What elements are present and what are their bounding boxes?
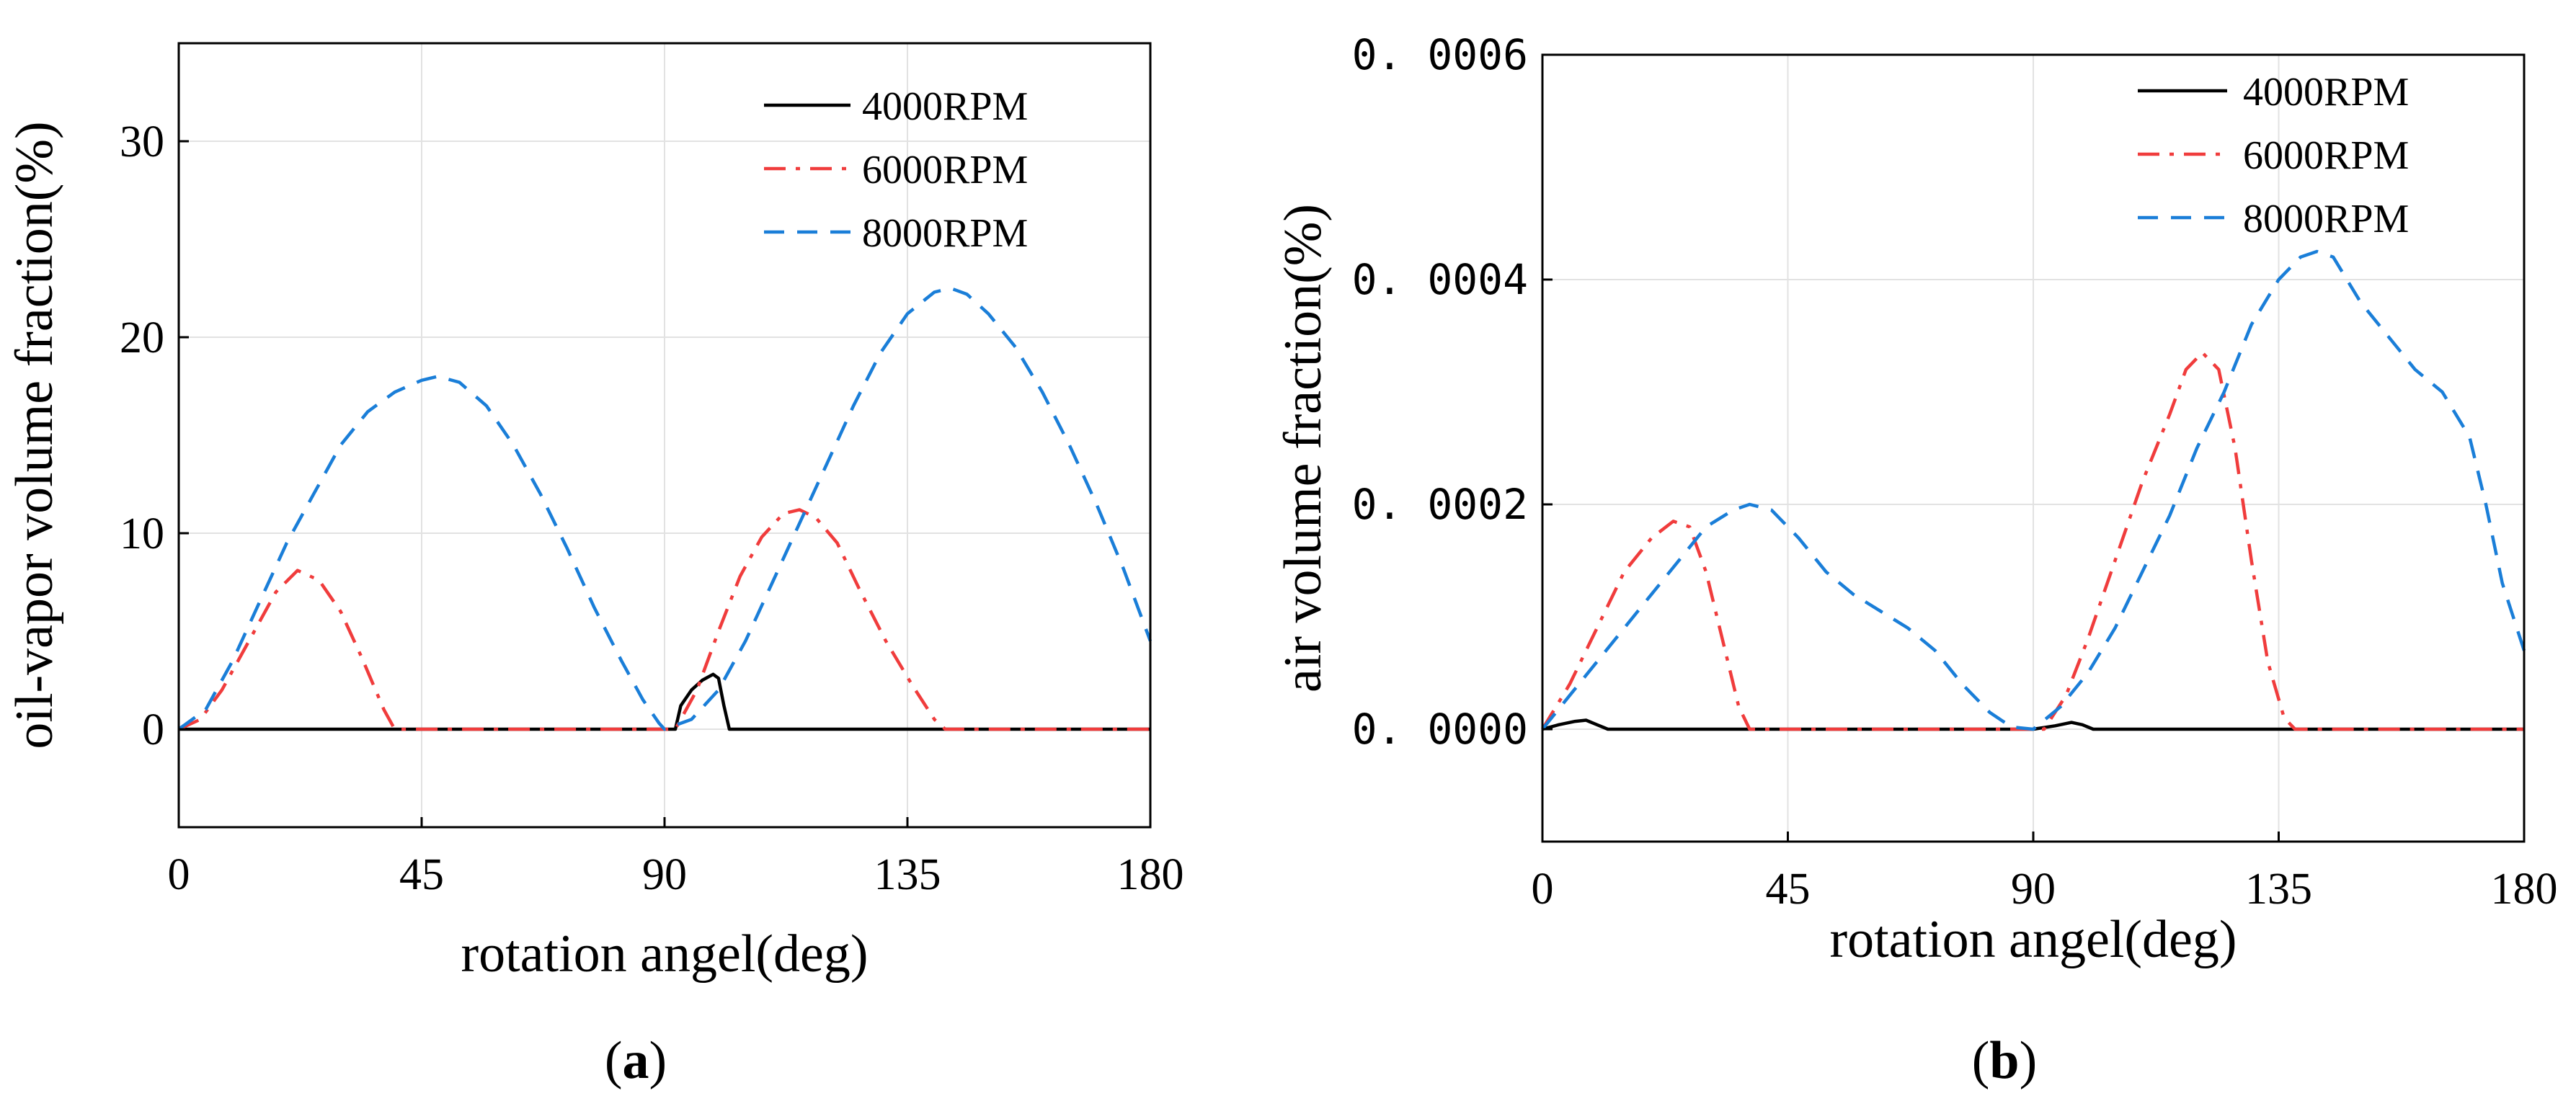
x-tick-label: 90: [2011, 865, 2056, 914]
legend-label: 4000RPM: [2243, 70, 2409, 115]
panel-label: (b): [1972, 1031, 2037, 1090]
y-axis-label: oil-vapor volume fraction(%): [5, 121, 64, 749]
chart-panel-a: 0 45 90 135 180 0 10 20 30 rotation angel(deg) oil…: [5, 42, 1184, 1090]
x-tick-label: 135: [874, 850, 941, 899]
x-tick-label: 45: [399, 850, 444, 899]
series-line-6000rpm: [178, 508, 1150, 731]
x-tick-label: 90: [642, 850, 687, 899]
series-line-8000rpm: [1541, 249, 2526, 731]
y-tick-label: 0. 0006: [1352, 30, 1528, 79]
series-line-4000rpm: [179, 672, 1150, 731]
y-tick-label: 20: [120, 313, 164, 362]
panel-label: (a): [605, 1031, 667, 1090]
y-tick-label: 0. 0004: [1352, 255, 1528, 304]
legend: 4000RPM 6000RPM 8000RPM: [764, 84, 1028, 256]
x-axis-label: rotation angel(deg): [1829, 910, 2237, 969]
legend-label: 8000RPM: [2243, 197, 2409, 241]
x-tick-label: 0: [168, 850, 190, 899]
legend-label: 6000RPM: [2243, 133, 2409, 178]
series-line-4000rpm: [1542, 718, 2524, 731]
y-tick-label: 10: [120, 509, 164, 558]
y-tick-label: 0: [142, 705, 164, 754]
x-tick-label: 180: [1117, 850, 1184, 899]
x-tick-label: 135: [2245, 865, 2312, 914]
y-axis-label: air volume fraction(%): [1274, 204, 1333, 692]
legend-label: 6000RPM: [862, 148, 1028, 192]
x-tick-label: 45: [1766, 865, 1811, 914]
y-tick-label: 30: [120, 117, 164, 166]
chart-panel-b: 0 45 90 135 180 0. 0000 0. 0002 0. 0004 0. 0006 r…: [1274, 30, 2558, 1090]
x-tick-label: 0: [1532, 865, 1554, 914]
legend: 4000RPM 6000RPM 8000RPM: [2138, 70, 2409, 241]
y-tick-label: 0. 0002: [1352, 480, 1528, 529]
series-group: [177, 286, 1152, 731]
series-group: [1541, 249, 2526, 731]
legend-label: 8000RPM: [862, 211, 1028, 256]
series-line-8000rpm: [177, 286, 1152, 731]
x-tick-label: 180: [2491, 865, 2558, 914]
y-tick-label: 0. 0000: [1352, 705, 1528, 754]
legend-label: 4000RPM: [862, 84, 1028, 129]
x-axis-label: rotation angel(deg): [461, 924, 868, 984]
